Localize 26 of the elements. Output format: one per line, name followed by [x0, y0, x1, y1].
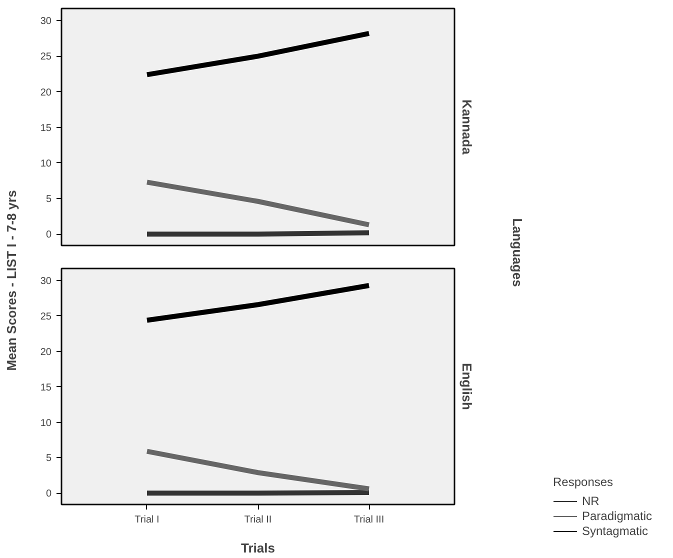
- legend-label: Syntagmatic: [582, 524, 648, 538]
- y-tick-label: 15: [40, 382, 52, 394]
- y-tick-label: 25: [40, 311, 52, 322]
- y-tick-label: 30: [40, 16, 52, 28]
- y-tick-label: 20: [40, 346, 52, 358]
- y-tick-label: 30: [40, 276, 52, 288]
- legend-label: Paradigmatic: [582, 509, 652, 523]
- legend-title: Responses: [553, 475, 614, 489]
- text: English: [460, 363, 474, 410]
- y-tick-label: 0: [46, 230, 52, 241]
- x-tick-label: Trial I: [134, 514, 160, 526]
- y-tick-label: 5: [46, 194, 52, 206]
- y-tick-label: 5: [46, 453, 52, 464]
- y-tick-label: 10: [40, 158, 52, 170]
- y-tick-label: 25: [40, 52, 52, 63]
- y-tick-label: 20: [40, 87, 52, 98]
- y-tick-label: 0: [46, 488, 52, 500]
- x-tick-label: Trial III: [354, 514, 384, 526]
- text: Kannada: [460, 100, 474, 156]
- y-tick-label: 10: [40, 418, 52, 429]
- legend-label: NR: [582, 494, 600, 508]
- x-tick-label: Trial II: [244, 514, 272, 526]
- y-axis-title: Mean Scores - LIST I - 7-8 yrs: [4, 190, 19, 371]
- text: Languages: [510, 218, 525, 287]
- y-tick-label: 15: [40, 122, 52, 134]
- x-axis-title: Trials: [241, 540, 275, 556]
